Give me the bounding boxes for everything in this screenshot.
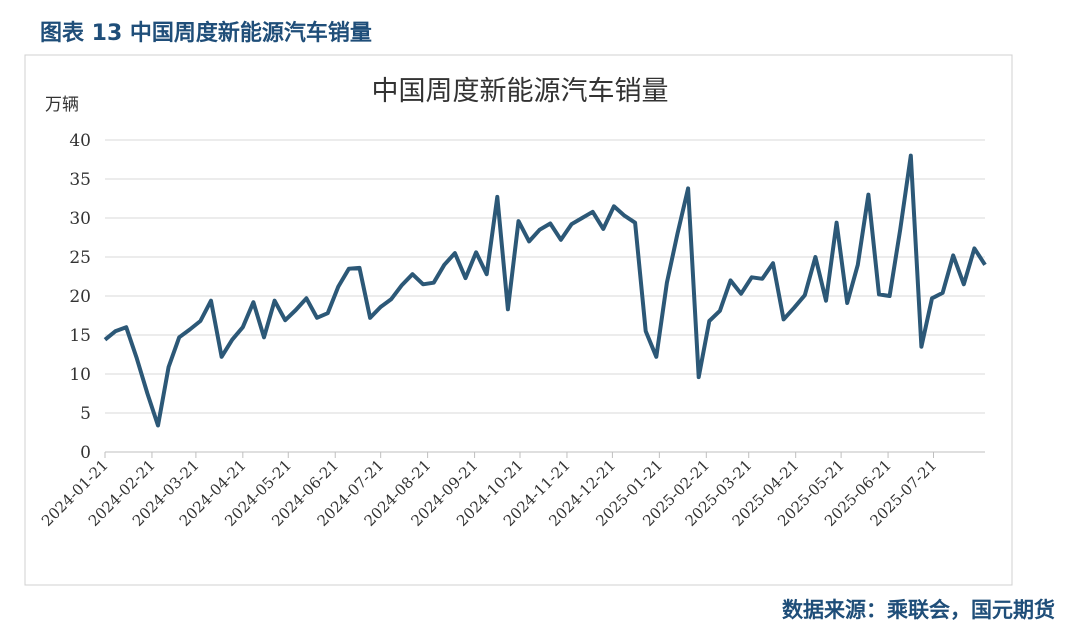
source: 数据来源：乘联会，国元期货 — [782, 598, 1055, 622]
y-tick-label: 25 — [69, 248, 91, 268]
y-tick-label: 15 — [69, 326, 91, 346]
y-tick-label: 35 — [69, 170, 91, 190]
y-tick-label: 30 — [69, 209, 91, 229]
chart-title: 中国周度新能源汽车销量 — [372, 76, 669, 107]
data-line — [103, 153, 987, 428]
header-title: 图表 13 中国周度新能源汽车销量 — [40, 20, 372, 46]
y-tick-label: 5 — [80, 404, 91, 424]
y-tick-label: 10 — [69, 365, 91, 385]
y-tick-label: 0 — [80, 443, 91, 463]
y-tick-label: 40 — [69, 131, 91, 151]
chart-frame — [24, 54, 1013, 586]
y-tick-label: 20 — [69, 287, 91, 307]
y-axis-label: 万辆 — [45, 95, 79, 115]
